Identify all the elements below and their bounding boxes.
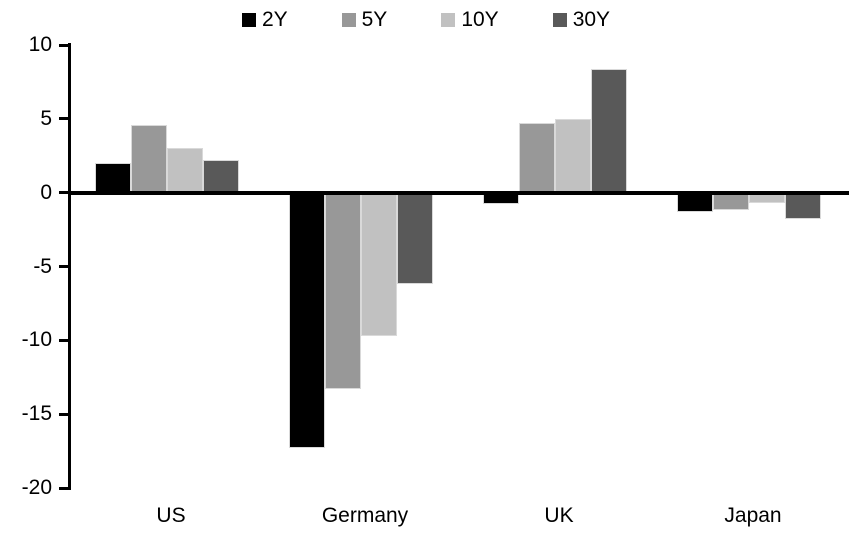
- legend-label-5y: 5Y: [361, 8, 388, 31]
- bar-germany-10y: [361, 192, 397, 336]
- y-axis-tick: [59, 117, 71, 121]
- bar-uk-10y: [555, 118, 591, 193]
- chart-legend: 2Y 5Y 10Y 30Y: [22, 9, 830, 30]
- legend-item-2y: 2Y: [241, 8, 288, 31]
- bar-japan-5y: [713, 192, 749, 211]
- y-axis-tick: [59, 486, 71, 490]
- bar-uk-30y: [591, 68, 627, 193]
- y-axis-tick: [59, 191, 71, 195]
- bar-us-5y: [131, 124, 167, 193]
- bar-germany-30y: [397, 192, 433, 285]
- y-axis-tick-label: 0: [40, 180, 52, 204]
- legend-item-5y: 5Y: [341, 8, 388, 31]
- legend-swatch-30y: [552, 12, 567, 27]
- bar-uk-5y: [519, 123, 555, 193]
- y-axis-tick-label: 10: [28, 33, 52, 56]
- y-axis-tick-label: -5: [33, 254, 52, 278]
- y-axis-tick: [59, 412, 71, 416]
- legend-label-10y: 10Y: [461, 8, 499, 31]
- x-axis-label-us: US: [156, 504, 186, 527]
- bar-us-30y: [203, 160, 239, 193]
- y-axis-tick-label: -20: [21, 476, 52, 499]
- legend-label-30y: 30Y: [572, 8, 611, 31]
- bar-us-10y: [167, 148, 203, 193]
- y-axis-tick-label: -15: [21, 402, 52, 426]
- x-axis-label-germany: Germany: [321, 504, 409, 527]
- y-axis-tick: [59, 265, 71, 268]
- legend-item-30y: 30Y: [552, 8, 611, 31]
- y-axis-tick: [59, 43, 71, 47]
- legend-swatch-10y: [441, 12, 456, 27]
- bar-japan-2y: [677, 192, 713, 212]
- y-axis-tick-label: 5: [40, 106, 52, 130]
- legend-swatch-2y: [241, 12, 256, 27]
- x-axis-label-japan: Japan: [724, 504, 782, 527]
- x-axis-zero-line: [68, 190, 849, 195]
- x-axis-label-uk: UK: [544, 504, 574, 527]
- y-axis-tick-label: -10: [21, 328, 52, 352]
- bar-germany-5y: [325, 192, 361, 390]
- legend-swatch-5y: [341, 12, 356, 27]
- y-axis-tick: [59, 338, 71, 342]
- bar-us-2y: [95, 163, 131, 193]
- legend-label-2y: 2Y: [261, 8, 288, 31]
- legend-item-10y: 10Y: [441, 8, 499, 31]
- bar-japan-30y: [785, 192, 821, 220]
- bar-germany-2y: [289, 192, 325, 449]
